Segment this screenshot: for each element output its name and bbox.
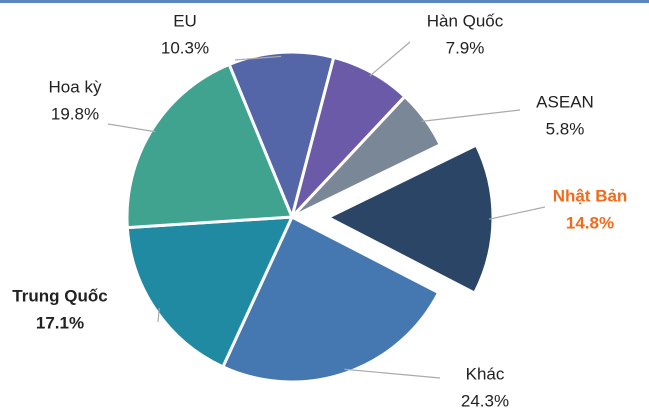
pie-slice <box>125 62 295 230</box>
leader-line <box>421 109 521 122</box>
slice-label: ASEAN <box>536 92 594 111</box>
slice-value-label: 7.9% <box>446 38 485 57</box>
slice-label: Hàn Quốc <box>427 11 504 30</box>
slice-value-label: 14.8% <box>566 213 614 232</box>
pie-slice <box>220 214 441 384</box>
slice-label: Khác <box>466 364 505 383</box>
pie-slice <box>324 143 495 296</box>
slice-value-label: 24.3% <box>461 391 509 410</box>
slice-value-label: 19.8% <box>51 104 99 123</box>
leader-line <box>107 123 156 133</box>
slice-label: Trung Quốc <box>12 286 107 305</box>
leader-line <box>369 41 411 77</box>
slice-value-label: 5.8% <box>546 119 585 138</box>
slice-label: Nhật Bản <box>553 186 628 205</box>
slice-label: Hoa kỳ <box>49 77 102 96</box>
leader-line <box>488 206 546 220</box>
leader-line <box>157 308 160 323</box>
slice-value-label: 10.3% <box>161 38 209 57</box>
pie-slice <box>125 215 295 369</box>
leader-line <box>234 55 282 61</box>
top-border <box>0 0 649 3</box>
slice-value-label: 17.1% <box>36 313 84 332</box>
pie-slice <box>227 50 336 222</box>
slice-label: EU <box>173 11 197 30</box>
leader-line <box>344 368 441 379</box>
pie-slice <box>290 94 443 219</box>
